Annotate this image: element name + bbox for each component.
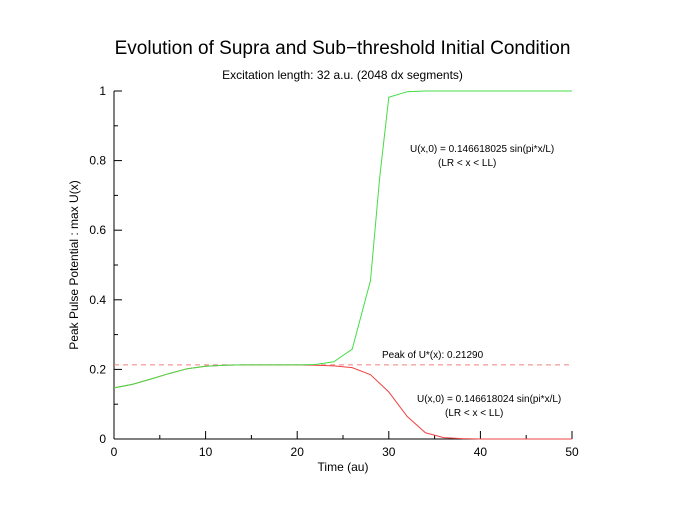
y-tick-label: 0.6	[89, 223, 106, 237]
x-tick-label: 10	[199, 445, 213, 459]
sub-annotation-line2: (LR < x < LL)	[445, 408, 503, 419]
supra-annotation-line1: U(x,0) = 0.146618025 sin(pi*x/L)	[410, 144, 554, 155]
y-tick-label: 0.8	[89, 154, 106, 168]
y-axis-label: Peak Pulse Potential : max U(x)	[67, 180, 81, 349]
y-tick-label: 1	[99, 84, 106, 98]
supra-threshold-series	[113, 90, 572, 389]
x-tick-label: 50	[565, 445, 579, 459]
x-tick-label: 30	[382, 445, 396, 459]
series-layer	[113, 90, 572, 440]
x-tick-label: 0	[111, 445, 118, 459]
supra-annotation-line2: (LR < x < LL)	[438, 158, 496, 169]
y-tick-label: 0.2	[89, 362, 106, 376]
chart-subtitle: Excitation length: 32 a.u. (2048 dx segm…	[222, 68, 463, 82]
x-tick-label: 20	[291, 445, 305, 459]
annotation-layer: Peak of U*(x): 0.21290 U(x,0) = 0.1466180…	[382, 144, 561, 419]
sub-annotation-line1: U(x,0) = 0.146618024 sin(pi*x/L)	[417, 394, 561, 405]
y-tick-label: 0	[99, 432, 106, 446]
x-axis-label: Time (au)	[318, 460, 369, 474]
threshold-label: Peak of U*(x): 0.21290	[382, 350, 484, 361]
x-tick-label: 40	[474, 445, 488, 459]
chart-title: Evolution of Supra and Sub−threshold Ini…	[114, 38, 571, 59]
axis-ticks: 0 10 20 30 40 50 0 0.2 0.4 0.6 0.8 1	[89, 84, 579, 459]
y-tick-label: 0.4	[89, 293, 106, 307]
